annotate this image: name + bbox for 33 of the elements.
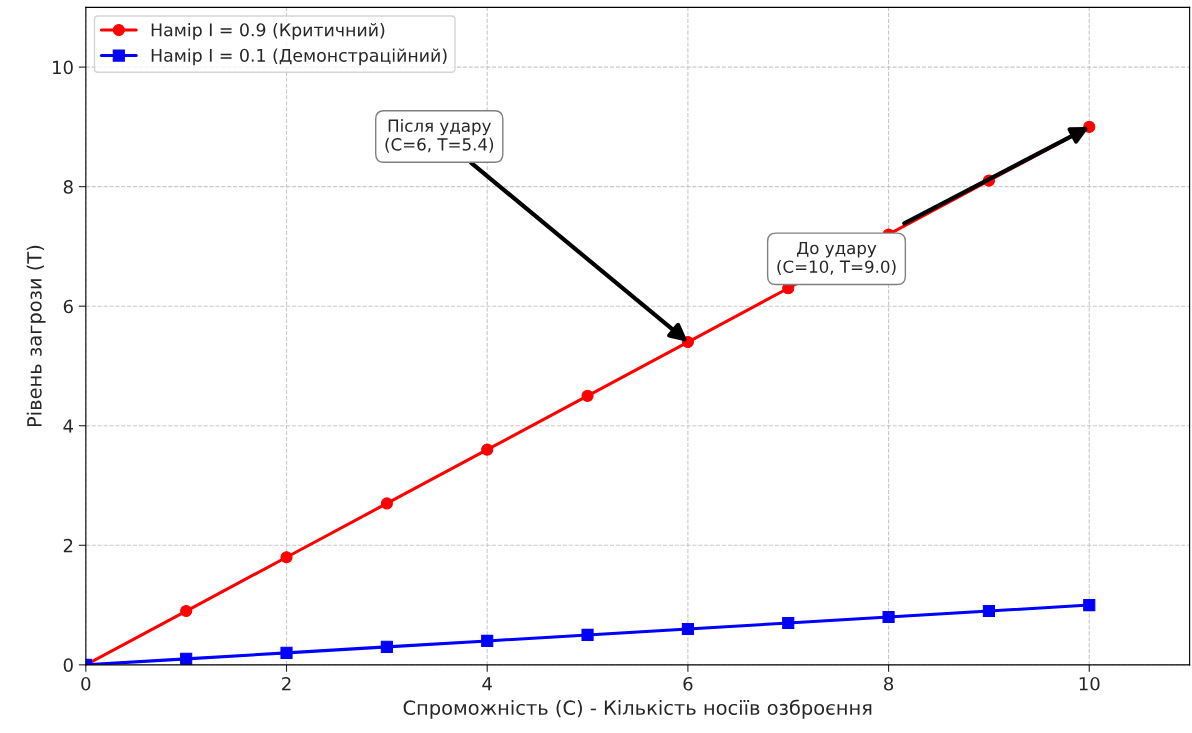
point: [481, 443, 494, 456]
annotation: До удару (C=10, T=9.0): [777, 241, 896, 275]
x-tick-label: 6: [683, 676, 693, 691]
y-tick-label: 10: [53, 60, 73, 75]
y-tick-label: 2: [63, 538, 73, 553]
y-axis-title: Рівень загрози (T): [26, 245, 46, 427]
x-tick-label: 8: [884, 676, 894, 691]
point: [882, 610, 895, 624]
x-tick-label: 10: [1079, 676, 1100, 691]
point: [180, 652, 193, 665]
y-tick-label: 4: [63, 419, 74, 433]
y-tick-label: 0: [63, 658, 73, 672]
point: [581, 628, 594, 642]
point: [180, 604, 193, 618]
point: [280, 646, 293, 659]
point: [280, 551, 293, 564]
point: [481, 634, 494, 647]
x-tick-label: 0: [81, 676, 91, 691]
point: [681, 622, 694, 636]
legend-label: Намір I = 0.1 (Демонстраційний): [151, 48, 447, 66]
point: [380, 497, 393, 510]
legend-label: Намір I = 0.9 (Критичний): [151, 22, 385, 40]
annotation: Після удару (C=6, T=5.4): [385, 119, 494, 153]
x-tick-label: 4: [482, 677, 492, 691]
y-tick-label: 8: [63, 180, 73, 194]
x-axis-title: Спроможність (C) - Кількість носіїв озброєння: [403, 699, 872, 719]
x-tick-label: 2: [282, 676, 291, 691]
point: [782, 616, 795, 630]
point: [380, 640, 393, 653]
point: [982, 604, 995, 618]
point: [581, 389, 594, 402]
y-tick-label: 6: [63, 299, 73, 314]
point: [1083, 598, 1096, 612]
